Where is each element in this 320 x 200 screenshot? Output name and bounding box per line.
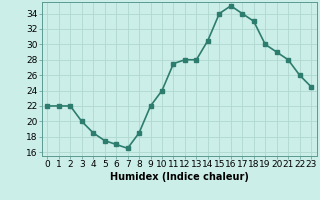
X-axis label: Humidex (Indice chaleur): Humidex (Indice chaleur) [110,172,249,182]
